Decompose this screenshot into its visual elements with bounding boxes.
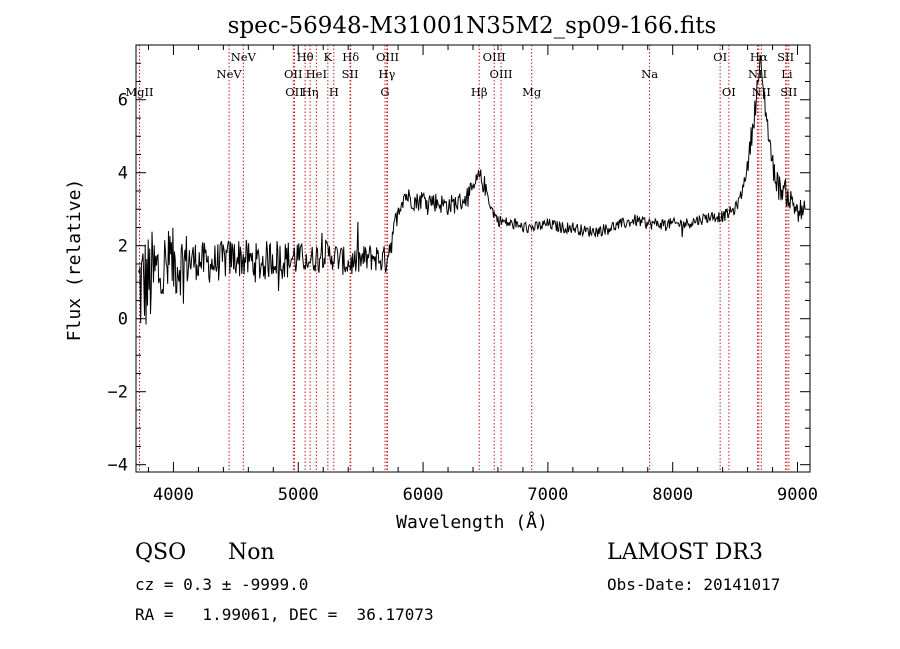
emission-line-label: Hα	[750, 50, 768, 64]
emission-line-label: Li	[781, 67, 793, 81]
x-tick-label: 8000	[652, 485, 693, 505]
emission-line-label: SII	[777, 50, 794, 64]
x-tick-label: 5000	[278, 485, 319, 505]
chart-title: spec-56948-M31001N35M2_sp09-166.fits	[228, 13, 717, 39]
y-axis-label: Flux (relative)	[64, 179, 85, 342]
emission-line-label: Na	[641, 67, 658, 81]
emission-line-label: OII	[285, 85, 304, 99]
emission-line-label: Mg	[522, 85, 542, 99]
emission-line-label: Hη	[302, 85, 319, 99]
emission-line-label: SII	[780, 85, 797, 99]
y-tick-label: −2	[108, 383, 128, 403]
emission-line-label: OIII	[376, 50, 399, 64]
emission-line-label: NII	[752, 85, 771, 99]
y-tick-label: 2	[118, 237, 128, 257]
emission-line-label: Hθ	[297, 50, 314, 64]
x-tick-label: 7000	[527, 485, 568, 505]
survey-name: LAMOST DR3	[607, 540, 763, 565]
x-tick-label: 4000	[153, 485, 194, 505]
emission-line-label: G	[380, 85, 389, 99]
emission-line-label: Hδ	[342, 50, 359, 64]
emission-line-label: OI	[722, 85, 736, 99]
coordinates: RA = 1.99061, DEC = 36.17073	[135, 605, 434, 624]
y-tick-label: 4	[118, 164, 128, 184]
object-subclass: Non	[228, 540, 275, 565]
observation-date: Obs-Date: 20141017	[607, 575, 780, 594]
emission-line-label: OI	[713, 50, 727, 64]
emission-line-label: OIII	[483, 50, 506, 64]
x-tick-label: 9000	[777, 485, 818, 505]
redshift-line: cz = 0.3 ± -9999.0	[135, 575, 308, 594]
x-axis-label: Wavelength (Å)	[396, 511, 548, 533]
flux-series-line	[138, 54, 806, 325]
emission-line-label: SII	[342, 67, 359, 81]
emission-line-label: K	[324, 50, 333, 64]
x-tick-label: 6000	[403, 485, 444, 505]
y-axis-ticks: −4 −2 0 2 4 6	[108, 62, 810, 476]
object-class: QSO	[135, 540, 186, 565]
y-tick-label: −4	[108, 456, 128, 476]
y-tick-label: 0	[118, 310, 128, 330]
emission-line-label: Hγ	[378, 67, 395, 81]
emission-line-label: H	[329, 85, 339, 99]
x-axis-ticks: 4000 5000 6000 7000 8000 9000	[147, 45, 818, 505]
emission-line-label: NII	[748, 67, 767, 81]
emission-line-label: HeI	[306, 67, 327, 81]
y-tick-label: 6	[118, 91, 128, 111]
emission-line-label: OIII	[490, 67, 513, 81]
emission-line-label: NeV	[217, 67, 243, 81]
emission-line-label: Hβ	[471, 85, 488, 99]
emission-line-label: OII	[284, 67, 303, 81]
emission-line-label: MgII	[125, 85, 153, 99]
emission-line-label: NeV	[231, 50, 257, 64]
